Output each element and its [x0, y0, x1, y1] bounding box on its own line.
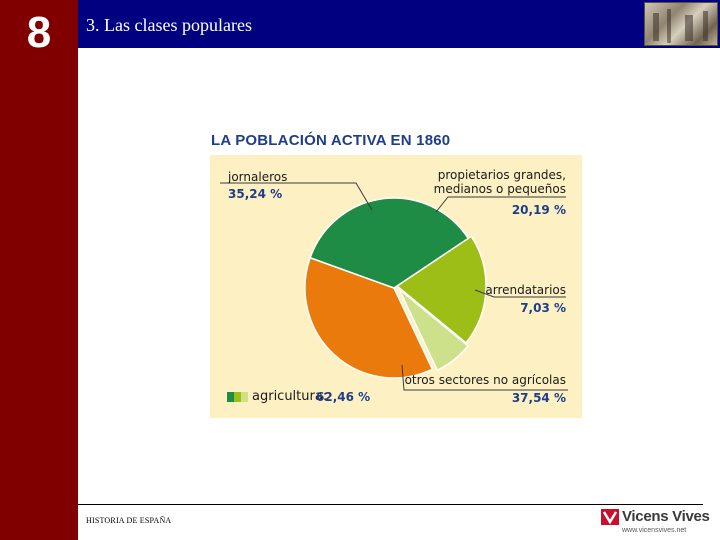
header-thumbnail-image: [644, 2, 718, 46]
value-arrendatarios: 7,03 %: [520, 301, 566, 315]
title-bar: 3. Las clases populares: [78, 0, 720, 48]
leader-line-jornaleros: [220, 182, 373, 211]
chapter-sidebar: 8: [0, 0, 78, 540]
leader-line-otros: [401, 364, 568, 391]
legend-value: 62,46 %: [316, 390, 371, 404]
legend-swatch-jornaleros: [227, 392, 234, 402]
legend-swatch-arrendatarios: [241, 392, 248, 402]
value-jornaleros: 35,24 %: [228, 187, 283, 201]
brand-url: www.vicensvives.net: [622, 527, 687, 534]
pie-slice-jornaleros: [309, 197, 470, 289]
value-otros-sectores: 37,54 %: [511, 391, 566, 405]
pie-slice-otros-sectores: [304, 256, 434, 379]
chart-title: LA POBLACIÓN ACTIVA EN 1860: [211, 132, 451, 149]
vicens-vives-logo-icon: [601, 509, 619, 525]
chapter-number: 8: [26, 8, 52, 57]
legend-label: agricultura:: [252, 389, 328, 404]
pie-slice-arrendatarios: [398, 288, 470, 372]
value-propietarios: 20,19 %: [511, 203, 566, 217]
brand-name: Vicens Vives: [622, 508, 710, 525]
label-jornaleros: jornaleros: [228, 170, 288, 184]
footer-divider: [78, 504, 703, 505]
label-otros-sectores: otros sectores no agrícolas: [404, 373, 566, 387]
label-propietarios-line1: propietarios grandes,: [437, 168, 566, 182]
footer-text: HISTORIA DE ESPAÑA: [86, 516, 172, 525]
legend-swatch-propietarios: [234, 392, 241, 402]
label-propietarios-line2: medianos o pequeños: [433, 182, 566, 196]
slide-title: 3. Las clases populares: [86, 15, 252, 35]
label-arrendatarios: arrendatarios: [485, 283, 566, 297]
leader-line-arrendatarios: [474, 289, 566, 298]
pie-slice-propietarios: [395, 235, 487, 344]
leader-line-propietarios: [435, 196, 566, 213]
